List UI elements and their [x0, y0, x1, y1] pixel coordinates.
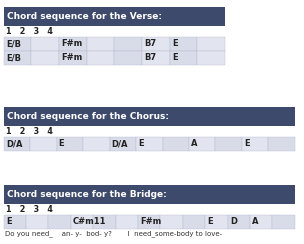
FancyBboxPatch shape [136, 137, 163, 151]
FancyBboxPatch shape [161, 215, 183, 229]
FancyBboxPatch shape [114, 37, 142, 51]
FancyBboxPatch shape [138, 215, 161, 229]
FancyBboxPatch shape [197, 37, 225, 51]
FancyBboxPatch shape [170, 37, 197, 51]
FancyBboxPatch shape [48, 215, 71, 229]
FancyBboxPatch shape [4, 7, 225, 26]
FancyBboxPatch shape [116, 215, 138, 229]
Text: F#m: F#m [140, 217, 161, 226]
Text: Chord sequence for the Chorus:: Chord sequence for the Chorus: [7, 112, 169, 121]
FancyBboxPatch shape [93, 215, 116, 229]
Text: E: E [138, 139, 144, 148]
FancyBboxPatch shape [83, 137, 109, 151]
FancyBboxPatch shape [216, 137, 242, 151]
Text: Do you need_    an- y-  bod- y?       I  need_some-body to love-: Do you need_ an- y- bod- y? I need_some-… [5, 230, 222, 237]
Text: E: E [244, 139, 250, 148]
FancyBboxPatch shape [183, 215, 205, 229]
FancyBboxPatch shape [197, 51, 225, 65]
FancyBboxPatch shape [71, 215, 93, 229]
FancyBboxPatch shape [189, 137, 216, 151]
FancyBboxPatch shape [57, 137, 83, 151]
Text: F#m: F#m [61, 39, 82, 48]
FancyBboxPatch shape [228, 215, 250, 229]
Text: E: E [172, 39, 178, 48]
FancyBboxPatch shape [26, 215, 48, 229]
FancyBboxPatch shape [31, 51, 59, 65]
Text: 1   2   3   4: 1 2 3 4 [6, 27, 53, 36]
Text: E: E [59, 139, 64, 148]
FancyBboxPatch shape [242, 137, 268, 151]
FancyBboxPatch shape [163, 137, 189, 151]
FancyBboxPatch shape [4, 215, 26, 229]
FancyBboxPatch shape [114, 51, 142, 65]
FancyBboxPatch shape [142, 37, 170, 51]
Text: Chord sequence for the Verse:: Chord sequence for the Verse: [7, 12, 162, 21]
FancyBboxPatch shape [59, 37, 87, 51]
Text: Chord sequence for the Bridge:: Chord sequence for the Bridge: [7, 190, 167, 199]
FancyBboxPatch shape [87, 51, 114, 65]
FancyBboxPatch shape [59, 51, 87, 65]
Text: A: A [191, 139, 198, 148]
Text: F#m: F#m [61, 53, 82, 62]
Text: B7: B7 [144, 53, 156, 62]
Text: E: E [207, 217, 213, 226]
FancyBboxPatch shape [30, 137, 57, 151]
Text: D/A: D/A [6, 139, 22, 148]
FancyBboxPatch shape [142, 51, 170, 65]
FancyBboxPatch shape [31, 37, 59, 51]
FancyBboxPatch shape [250, 215, 272, 229]
Text: E: E [172, 53, 178, 62]
Text: B7: B7 [144, 39, 156, 48]
Text: E/B: E/B [6, 39, 21, 48]
Text: D/A: D/A [112, 139, 128, 148]
FancyBboxPatch shape [4, 185, 295, 204]
Text: E/B: E/B [6, 53, 21, 62]
FancyBboxPatch shape [4, 37, 31, 51]
FancyBboxPatch shape [4, 51, 31, 65]
Text: 1   2   3   4: 1 2 3 4 [6, 205, 53, 214]
Text: E: E [6, 217, 12, 226]
FancyBboxPatch shape [268, 137, 295, 151]
Text: C#m11: C#m11 [73, 217, 106, 226]
Text: D: D [230, 217, 237, 226]
FancyBboxPatch shape [205, 215, 228, 229]
FancyBboxPatch shape [4, 137, 30, 151]
FancyBboxPatch shape [87, 37, 114, 51]
FancyBboxPatch shape [4, 107, 295, 126]
FancyBboxPatch shape [170, 51, 197, 65]
FancyBboxPatch shape [272, 215, 295, 229]
Text: A: A [252, 217, 259, 226]
FancyBboxPatch shape [109, 137, 136, 151]
Text: 1   2   3   4: 1 2 3 4 [6, 127, 53, 136]
